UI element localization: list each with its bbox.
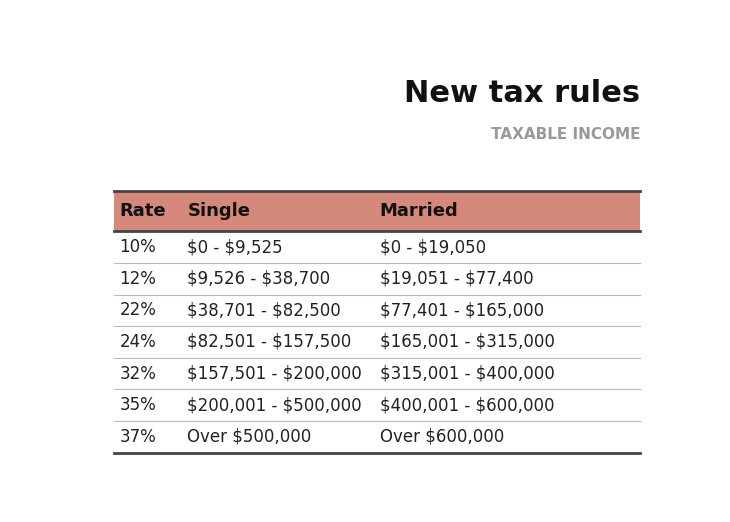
Text: 10%: 10%: [120, 238, 156, 256]
Text: \$19,051 - \$77,400: \$19,051 - \$77,400: [380, 270, 534, 288]
Text: 12%: 12%: [120, 270, 156, 288]
Text: \$38,701 - \$82,500: \$38,701 - \$82,500: [188, 301, 341, 319]
Text: \$77,401 - \$165,000: \$77,401 - \$165,000: [380, 301, 544, 319]
Text: \$82,501 - \$157,500: \$82,501 - \$157,500: [188, 333, 352, 351]
Text: 37%: 37%: [120, 428, 156, 446]
Text: 24%: 24%: [120, 333, 156, 351]
Text: \$315,001 - \$400,000: \$315,001 - \$400,000: [380, 364, 555, 383]
Text: Rate: Rate: [120, 203, 166, 220]
Text: \$165,001 - \$315,000: \$165,001 - \$315,000: [380, 333, 555, 351]
Text: \$200,001 - \$500,000: \$200,001 - \$500,000: [188, 396, 362, 414]
Text: Married: Married: [380, 203, 458, 220]
Text: \$0 - \$9,525: \$0 - \$9,525: [188, 238, 283, 256]
Text: Over \$500,000: Over \$500,000: [188, 428, 312, 446]
Text: New tax rules: New tax rules: [404, 79, 640, 108]
Text: \$9,526 - \$38,700: \$9,526 - \$38,700: [188, 270, 331, 288]
Text: \$0 - \$19,050: \$0 - \$19,050: [380, 238, 486, 256]
Text: TAXABLE INCOME: TAXABLE INCOME: [491, 127, 640, 142]
Text: \$400,001 - \$600,000: \$400,001 - \$600,000: [380, 396, 554, 414]
Text: Single: Single: [188, 203, 250, 220]
Text: Over \$600,000: Over \$600,000: [380, 428, 504, 446]
Text: 32%: 32%: [120, 364, 156, 383]
Text: 35%: 35%: [120, 396, 156, 414]
Text: 22%: 22%: [120, 301, 156, 319]
Text: \$157,501 - \$200,000: \$157,501 - \$200,000: [188, 364, 362, 383]
